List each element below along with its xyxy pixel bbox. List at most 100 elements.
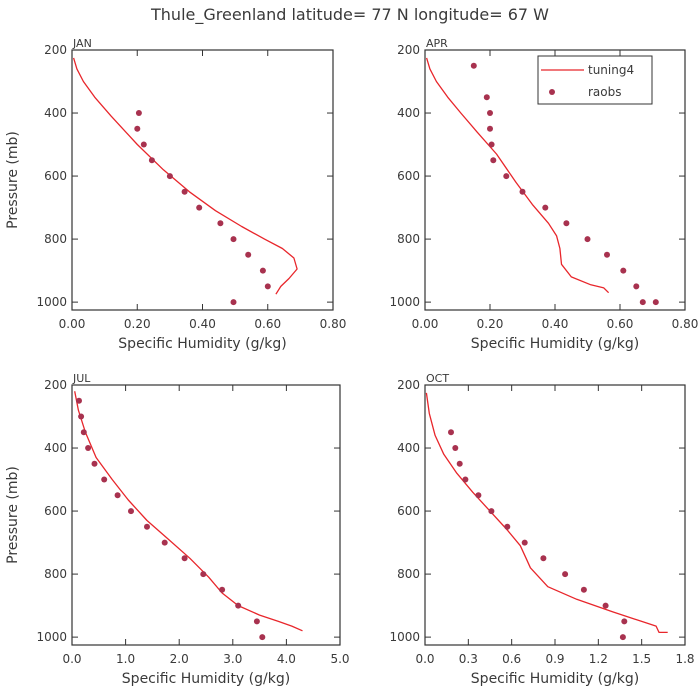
obs-point [196, 204, 203, 211]
obs-point [490, 157, 497, 164]
x-tick-label: 0.00 [59, 317, 86, 331]
obs-point [639, 299, 646, 306]
y-tick-label: 800 [44, 232, 67, 246]
obs-point [475, 492, 482, 499]
x-tick-label: 0.80 [320, 317, 347, 331]
obs-point [462, 476, 469, 483]
obs-point [519, 188, 526, 195]
x-tick-label: 0.6 [502, 652, 521, 666]
y-tick-label: 200 [397, 378, 420, 392]
obs-point [245, 251, 252, 258]
x-tick-label: 0.40 [189, 317, 216, 331]
x-axis-label: Specific Humidity (g/kg) [471, 671, 639, 687]
figure-title: Thule_Greenland latitude= 77 N longitude… [150, 5, 549, 25]
panels: JAN 200 400 600 800 1000 0.00 0.20 0.40 0.60 0.80 S… [5, 37, 698, 687]
obs-point [562, 571, 569, 578]
obs-point [456, 460, 463, 467]
model-line [74, 391, 303, 632]
y-tick-label: 1000 [36, 630, 67, 644]
obs-point [80, 429, 87, 436]
y-tick-label: 400 [397, 441, 420, 455]
y-tick-label: 400 [397, 106, 420, 120]
obs-point [128, 508, 134, 515]
obs-point [76, 397, 82, 404]
obs-point [85, 445, 92, 451]
panel-apr: APR 200 400 600 800 1000 0.00 0.20 0.40 0.60 0.80 S… [389, 37, 698, 352]
y-tick-label: 800 [397, 567, 420, 581]
x-axis-label: Specific Humidity (g/kg) [471, 336, 639, 352]
x-tick-label: 0.60 [607, 317, 634, 331]
y-tick-label: 1000 [389, 295, 420, 309]
obs-point [483, 94, 490, 101]
panel-jan: JAN 200 400 600 800 1000 0.00 0.20 0.40 0.60 0.80 S… [5, 37, 346, 352]
y-tick-label: 200 [44, 378, 67, 392]
obs-point [488, 141, 495, 148]
x-tick-label: 0.20 [477, 317, 504, 331]
x-tick-label: 1.2 [589, 652, 608, 666]
obs-point [504, 523, 511, 530]
plot-frame [71, 49, 334, 311]
y-tick-label: 800 [44, 567, 67, 581]
obs-point [580, 586, 587, 593]
obs-point [487, 125, 493, 132]
obs-point [503, 173, 510, 180]
obs-point [200, 571, 207, 578]
obs-point [140, 141, 147, 148]
obs-point [621, 618, 628, 625]
y-axis-label: Pressure (mb) [5, 131, 21, 229]
panel-label: JAN [72, 37, 92, 50]
model-line [72, 57, 298, 295]
x-tick-label: 1.8 [675, 652, 694, 666]
obs-point [542, 204, 549, 211]
obs-point [563, 220, 570, 227]
x-tick-label: 0.0 [62, 652, 81, 666]
y-tick-label: 200 [44, 43, 67, 57]
obs-point [166, 173, 173, 180]
obs-point [584, 236, 591, 243]
obs-point [470, 62, 477, 69]
obs-point [604, 251, 610, 258]
x-tick-label: 0.3 [459, 652, 478, 666]
x-tick-label: 2.0 [170, 652, 189, 666]
y-tick-label: 600 [44, 504, 67, 518]
obs-point [235, 602, 242, 609]
obs-point [602, 602, 609, 609]
obs-point [219, 586, 226, 593]
obs-point [181, 188, 188, 195]
obs-point [253, 618, 260, 625]
x-tick-label: 0.80 [672, 317, 699, 331]
x-tick-label: 5.0 [330, 652, 349, 666]
y-tick-label: 400 [44, 106, 67, 120]
obs-point [259, 634, 266, 641]
panel-jul: JUL 200 400 600 800 1000 0.0 1.0 2.0 3.0 4.0 5.0 Spe… [5, 372, 350, 687]
obs-point [487, 110, 493, 116]
legend-marker-swatch [549, 89, 555, 95]
x-tick-label: 0.20 [124, 317, 151, 331]
obs-point [521, 539, 528, 546]
obs-point [264, 283, 271, 290]
obs-point [230, 299, 237, 306]
y-axis-label: Pressure (mb) [5, 466, 21, 564]
obs-point [217, 220, 224, 227]
obs-point [633, 283, 640, 290]
obs-point [91, 460, 98, 467]
x-tick-label: 1.5 [632, 652, 651, 666]
obs-point [148, 157, 155, 164]
x-tick-label: 1.0 [116, 652, 135, 666]
y-tick-label: 400 [44, 441, 67, 455]
legend-box [537, 55, 653, 105]
obs-point [259, 267, 266, 274]
y-tick-label: 200 [397, 43, 420, 57]
panel-label: APR [426, 37, 448, 50]
x-tick-label: 0.40 [542, 317, 569, 331]
y-tick-label: 1000 [36, 295, 67, 309]
x-tick-label: 0.60 [254, 317, 281, 331]
y-tick-label: 600 [397, 504, 420, 518]
panel-label: OCT [426, 372, 449, 385]
obs-point [540, 555, 547, 562]
x-tick-label: 0.0 [415, 652, 434, 666]
y-tick-label: 800 [397, 232, 420, 246]
panel-oct: OCT 200 400 600 800 1000 0.0 0.3 0.6 0.9 1.2 1.5 1.8… [389, 372, 694, 687]
y-tick-label: 600 [44, 169, 67, 183]
obs-point [652, 299, 659, 306]
